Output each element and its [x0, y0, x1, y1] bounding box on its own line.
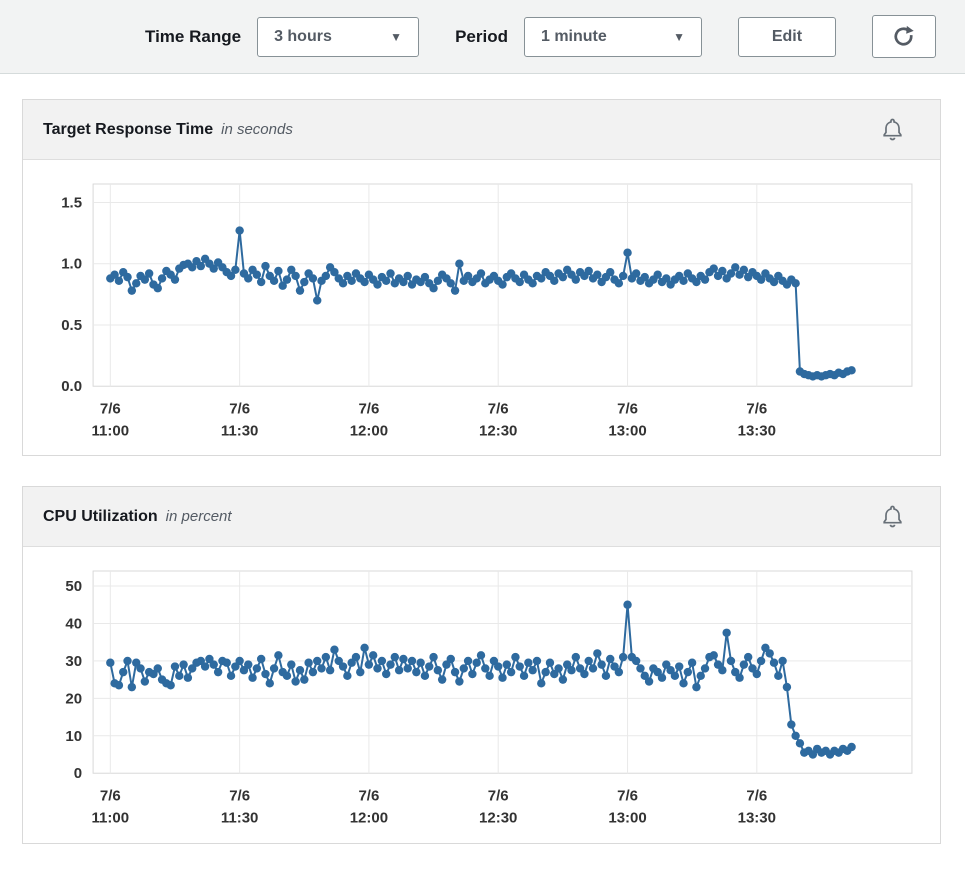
svg-text:13:00: 13:00 [608, 422, 646, 439]
svg-text:1.0: 1.0 [61, 256, 82, 273]
svg-text:50: 50 [65, 578, 82, 595]
svg-text:13:30: 13:30 [738, 422, 776, 439]
chart-card-target-response-time: Target Response Time in seconds 7/6 11:00… [22, 99, 941, 457]
svg-text:7/6: 7/6 [229, 400, 250, 417]
svg-text:7/6: 7/6 [100, 400, 121, 417]
svg-text:7/6: 7/6 [746, 788, 767, 805]
svg-text:7/6: 7/6 [488, 788, 509, 805]
svg-text:7/6: 7/6 [746, 400, 767, 417]
chart-card-cpu-utilization: CPU Utilization in percent 7/6 11:00 7/6 11… [22, 486, 941, 844]
svg-text:12:00: 12:00 [350, 422, 388, 439]
chart-unit-subtitle: in seconds [221, 121, 293, 138]
svg-text:7/6: 7/6 [617, 400, 638, 417]
cpu-utilization-chart: 7/6 11:00 7/6 11:30 7/6 12:00 7/6 12:30 7/6 13:00… [23, 547, 940, 842]
svg-text:10: 10 [65, 728, 82, 745]
card-header: CPU Utilization in percent [23, 487, 940, 548]
svg-text:7/6: 7/6 [229, 788, 250, 805]
chart-unit-subtitle: in percent [165, 508, 232, 526]
time-range-dropdown[interactable]: 3 hours ▼ [257, 16, 420, 57]
svg-text:12:30: 12:30 [479, 810, 517, 827]
svg-text:12:00: 12:00 [350, 810, 388, 827]
svg-text:7/6: 7/6 [617, 788, 638, 805]
svg-text:1.5: 1.5 [61, 194, 82, 211]
refresh-icon [891, 24, 916, 49]
svg-text:13:30: 13:30 [738, 810, 776, 827]
svg-text:12:30: 12:30 [479, 422, 517, 439]
target-response-time-chart: 7/6 11:00 7/6 11:30 7/6 12:00 7/6 12:30 7/6 13:00… [23, 160, 940, 455]
svg-text:0: 0 [74, 766, 82, 783]
edit-button[interactable]: Edit [737, 16, 836, 57]
svg-text:20: 20 [65, 691, 82, 708]
refresh-button[interactable] [871, 15, 936, 58]
toolbar: Time Range 3 hours ▼ Period 1 minute ▼ E… [0, 0, 965, 74]
time-range-label: Time Range [145, 26, 242, 46]
svg-text:7/6: 7/6 [358, 788, 379, 805]
svg-text:40: 40 [65, 616, 82, 633]
period-label: Period [455, 26, 508, 46]
svg-text:0.0: 0.0 [61, 378, 82, 395]
svg-text:30: 30 [65, 653, 82, 670]
alarm-bell-icon[interactable] [879, 503, 906, 530]
svg-text:11:00: 11:00 [92, 810, 130, 827]
svg-text:11:30: 11:30 [221, 810, 259, 827]
chevron-down-icon: ▼ [390, 29, 403, 44]
period-value: 1 minute [540, 27, 607, 45]
time-range-value: 3 hours [274, 27, 332, 45]
chart-title: CPU Utilization [43, 507, 158, 525]
chevron-down-icon: ▼ [673, 29, 685, 44]
monitoring-page: Time Range 3 hours ▼ Period 1 minute ▼ E… [0, 0, 965, 844]
svg-text:7/6: 7/6 [488, 400, 509, 417]
chart-title: Target Response Time [43, 120, 214, 138]
svg-text:13:00: 13:00 [608, 810, 646, 827]
alarm-bell-icon[interactable] [879, 116, 906, 143]
svg-text:7/6: 7/6 [100, 788, 121, 805]
period-dropdown[interactable]: 1 minute ▼ [523, 16, 702, 57]
card-header: Target Response Time in seconds [23, 100, 940, 160]
svg-text:11:00: 11:00 [92, 422, 130, 439]
svg-text:0.5: 0.5 [61, 317, 82, 334]
svg-text:7/6: 7/6 [358, 400, 379, 417]
svg-text:11:30: 11:30 [221, 422, 259, 439]
